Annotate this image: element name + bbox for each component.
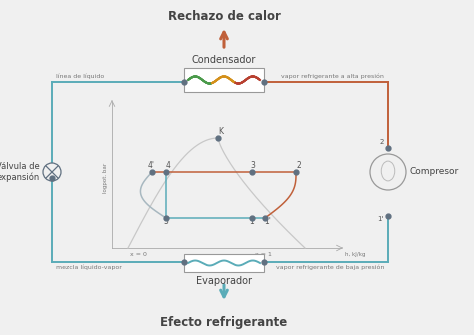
Text: vapor refrigerante a alta presión: vapor refrigerante a alta presión <box>281 73 384 79</box>
Text: 4': 4' <box>55 170 61 176</box>
Circle shape <box>370 154 406 190</box>
Text: Válvula de
expansión: Válvula de expansión <box>0 162 40 182</box>
Text: 3: 3 <box>258 82 263 88</box>
Text: línea de líquido: línea de líquido <box>56 73 104 79</box>
Text: 5: 5 <box>185 254 190 260</box>
Text: 5: 5 <box>164 217 168 226</box>
Text: Rechazo de calor: Rechazo de calor <box>168 10 281 23</box>
Text: 4': 4' <box>147 161 155 170</box>
Text: 4: 4 <box>165 161 171 170</box>
Text: Compresor: Compresor <box>410 168 459 177</box>
Text: 3: 3 <box>251 161 255 170</box>
Text: mezcla líquido-vapor: mezcla líquido-vapor <box>56 265 122 270</box>
Text: Efecto refrigerante: Efecto refrigerante <box>160 316 288 329</box>
Bar <box>184 68 264 92</box>
Text: 2: 2 <box>297 161 301 170</box>
Text: 1': 1' <box>264 217 272 226</box>
Bar <box>184 254 264 272</box>
Circle shape <box>43 163 61 181</box>
Text: 4: 4 <box>185 82 190 88</box>
Text: h, kJ/kg: h, kJ/kg <box>345 252 365 257</box>
Ellipse shape <box>381 161 395 181</box>
Text: logpot. bar: logpot. bar <box>103 163 108 193</box>
Text: x = 0: x = 0 <box>130 252 147 257</box>
Text: 2: 2 <box>380 139 384 145</box>
Text: 1': 1' <box>378 216 384 222</box>
Text: Evaporador: Evaporador <box>196 276 252 286</box>
Text: vapor refrigerante de baja presión: vapor refrigerante de baja presión <box>275 265 384 270</box>
Text: K: K <box>219 127 224 136</box>
Text: 1: 1 <box>258 254 263 260</box>
Text: Condensador: Condensador <box>192 55 256 65</box>
Text: 1: 1 <box>250 217 255 226</box>
Text: x = 1: x = 1 <box>255 252 272 257</box>
